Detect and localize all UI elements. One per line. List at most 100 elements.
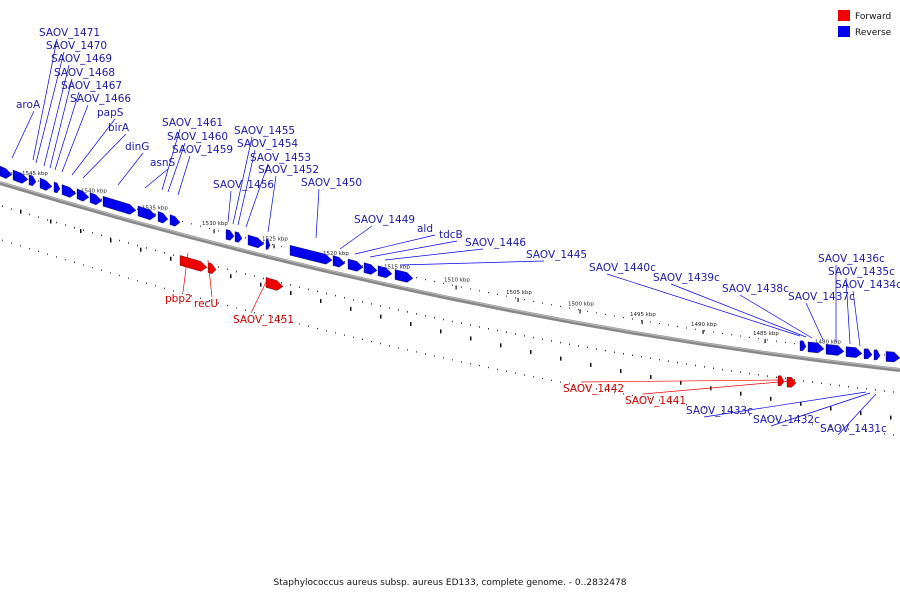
- guide-dot: [749, 372, 750, 375]
- guide-dot: [578, 345, 579, 347]
- guide-dot: [443, 357, 444, 359]
- guide-dot: [569, 307, 570, 309]
- guide-dot: [497, 368, 498, 371]
- guide-dot: [785, 377, 786, 380]
- guide-dot: [731, 334, 732, 336]
- guide-dot: [452, 320, 453, 323]
- guide-dot: [569, 343, 570, 345]
- gene-features: [0, 165, 900, 388]
- guide-dot: [551, 340, 552, 342]
- guide-dot: [839, 427, 840, 429]
- guide-dot: [497, 293, 498, 295]
- guide-dot: [209, 300, 210, 302]
- minor-tick: [620, 369, 622, 374]
- guide-dot: [173, 290, 174, 292]
- guide-dot: [155, 249, 156, 252]
- minor-tick: [470, 336, 472, 341]
- guide-dot: [299, 323, 300, 325]
- reverse-gene: [863, 348, 873, 360]
- guide-dot: [686, 327, 687, 329]
- guide-dot: [524, 299, 525, 301]
- guide-dot: [749, 414, 750, 416]
- guide-dot: [308, 288, 309, 291]
- gene-label: SAOV_1469: [51, 53, 112, 65]
- guide-dot: [92, 267, 93, 269]
- gene-label: SAOV_1441: [625, 395, 686, 407]
- guide-dot: [398, 309, 399, 311]
- guide-dot: [803, 380, 804, 382]
- tick-mark: [273, 244, 275, 249]
- label-leader-line: [852, 290, 861, 347]
- guide-dot: [506, 370, 507, 372]
- guide-dot: [551, 379, 552, 381]
- label-leader-line: [339, 225, 373, 250]
- guide-dot: [623, 393, 624, 395]
- tick-label: 1505 kbp: [506, 290, 532, 296]
- forward-gene: [786, 376, 797, 388]
- guide-dot: [389, 345, 390, 347]
- guide-dot: [596, 348, 597, 350]
- label-leader-line: [32, 38, 58, 161]
- guide-dot: [353, 299, 354, 301]
- reverse-gene: [289, 245, 333, 265]
- guide-dot: [605, 389, 606, 392]
- legend-forward-label: Forward: [855, 12, 891, 22]
- tick-label: 1515 kbp: [384, 265, 410, 271]
- guide-dot: [830, 425, 831, 428]
- label-leader-line: [770, 392, 871, 427]
- guide-dot: [659, 322, 660, 325]
- guide-dot: [173, 254, 174, 256]
- gene-label: pbp2: [165, 293, 192, 305]
- guide-dot: [200, 297, 201, 299]
- tick-label: 1480 kbp: [815, 339, 841, 345]
- guide-dot: [182, 292, 183, 294]
- guide-dot: [893, 434, 894, 436]
- label-leader-line: [845, 277, 851, 345]
- minor-tick: [530, 350, 532, 355]
- guide-dot: [155, 213, 156, 215]
- tick-label: 1535 kbp: [142, 205, 168, 211]
- minor-tick: [890, 415, 892, 420]
- guide-dot: [614, 351, 615, 353]
- label-leader-line: [71, 118, 116, 176]
- guide-dot: [380, 342, 381, 345]
- guide-dot: [794, 420, 795, 423]
- label-leader-line: [227, 190, 232, 223]
- tick-mark: [764, 339, 766, 344]
- guide-dot: [623, 316, 624, 319]
- minor-tick: [290, 290, 292, 295]
- guide-dot: [488, 327, 489, 330]
- guide-dot: [722, 368, 723, 371]
- label-leader-line: [177, 155, 191, 196]
- label-leader-line: [384, 248, 484, 261]
- guide-dot: [299, 286, 300, 288]
- guide-dot: [758, 415, 759, 417]
- guide-dot: [407, 349, 408, 351]
- guide-dot: [650, 398, 651, 400]
- guide-dot: [731, 411, 732, 413]
- guide-dot: [182, 220, 183, 223]
- guide-dot: [785, 341, 786, 344]
- forward-gene: [179, 255, 208, 272]
- label-leader-line: [49, 78, 73, 169]
- reverse-gene: [102, 196, 137, 215]
- label-leader-line: [144, 168, 169, 189]
- minor-tick: [770, 396, 772, 401]
- tick-mark: [641, 320, 643, 325]
- label-leader-line: [245, 163, 269, 228]
- gene-label: SAOV_1470: [46, 40, 107, 52]
- guide-dot: [353, 336, 354, 338]
- guide-dot: [128, 277, 129, 279]
- guide-dot: [470, 288, 471, 290]
- guide-dot: [749, 336, 750, 338]
- guide-dot: [83, 264, 84, 266]
- guide-dot: [839, 384, 840, 387]
- guide-dot: [587, 346, 588, 349]
- guide-dot: [245, 309, 246, 311]
- label-leader-line: [61, 104, 89, 173]
- guide-dot: [83, 229, 84, 232]
- minor-tick: [830, 406, 832, 411]
- guide-dot: [884, 354, 885, 356]
- reverse-gene: [39, 177, 53, 191]
